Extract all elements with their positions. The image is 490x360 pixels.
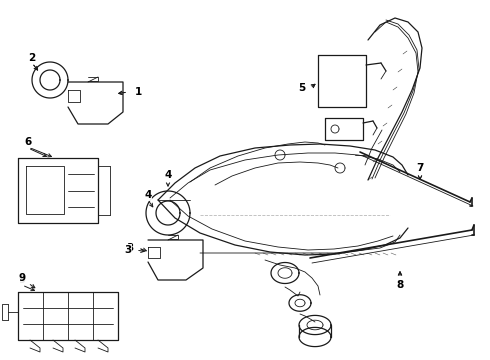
Text: 7: 7 xyxy=(416,163,424,173)
Text: 8: 8 xyxy=(396,280,404,290)
Text: 9: 9 xyxy=(19,273,25,283)
Text: 1: 1 xyxy=(134,87,142,97)
Text: 9: 9 xyxy=(19,275,25,285)
Text: 5: 5 xyxy=(298,83,306,93)
Text: 2: 2 xyxy=(28,53,36,63)
Text: 2: 2 xyxy=(28,53,36,63)
Text: 8: 8 xyxy=(396,280,404,290)
Text: 3: 3 xyxy=(124,245,132,255)
Text: 6: 6 xyxy=(24,137,32,147)
Text: 7: 7 xyxy=(416,163,424,173)
Text: 4: 4 xyxy=(164,170,171,180)
Text: 3: 3 xyxy=(126,243,134,253)
Text: 6: 6 xyxy=(24,137,32,147)
Text: 4: 4 xyxy=(145,190,152,200)
Text: 5: 5 xyxy=(298,83,306,93)
Text: 1: 1 xyxy=(134,87,142,97)
